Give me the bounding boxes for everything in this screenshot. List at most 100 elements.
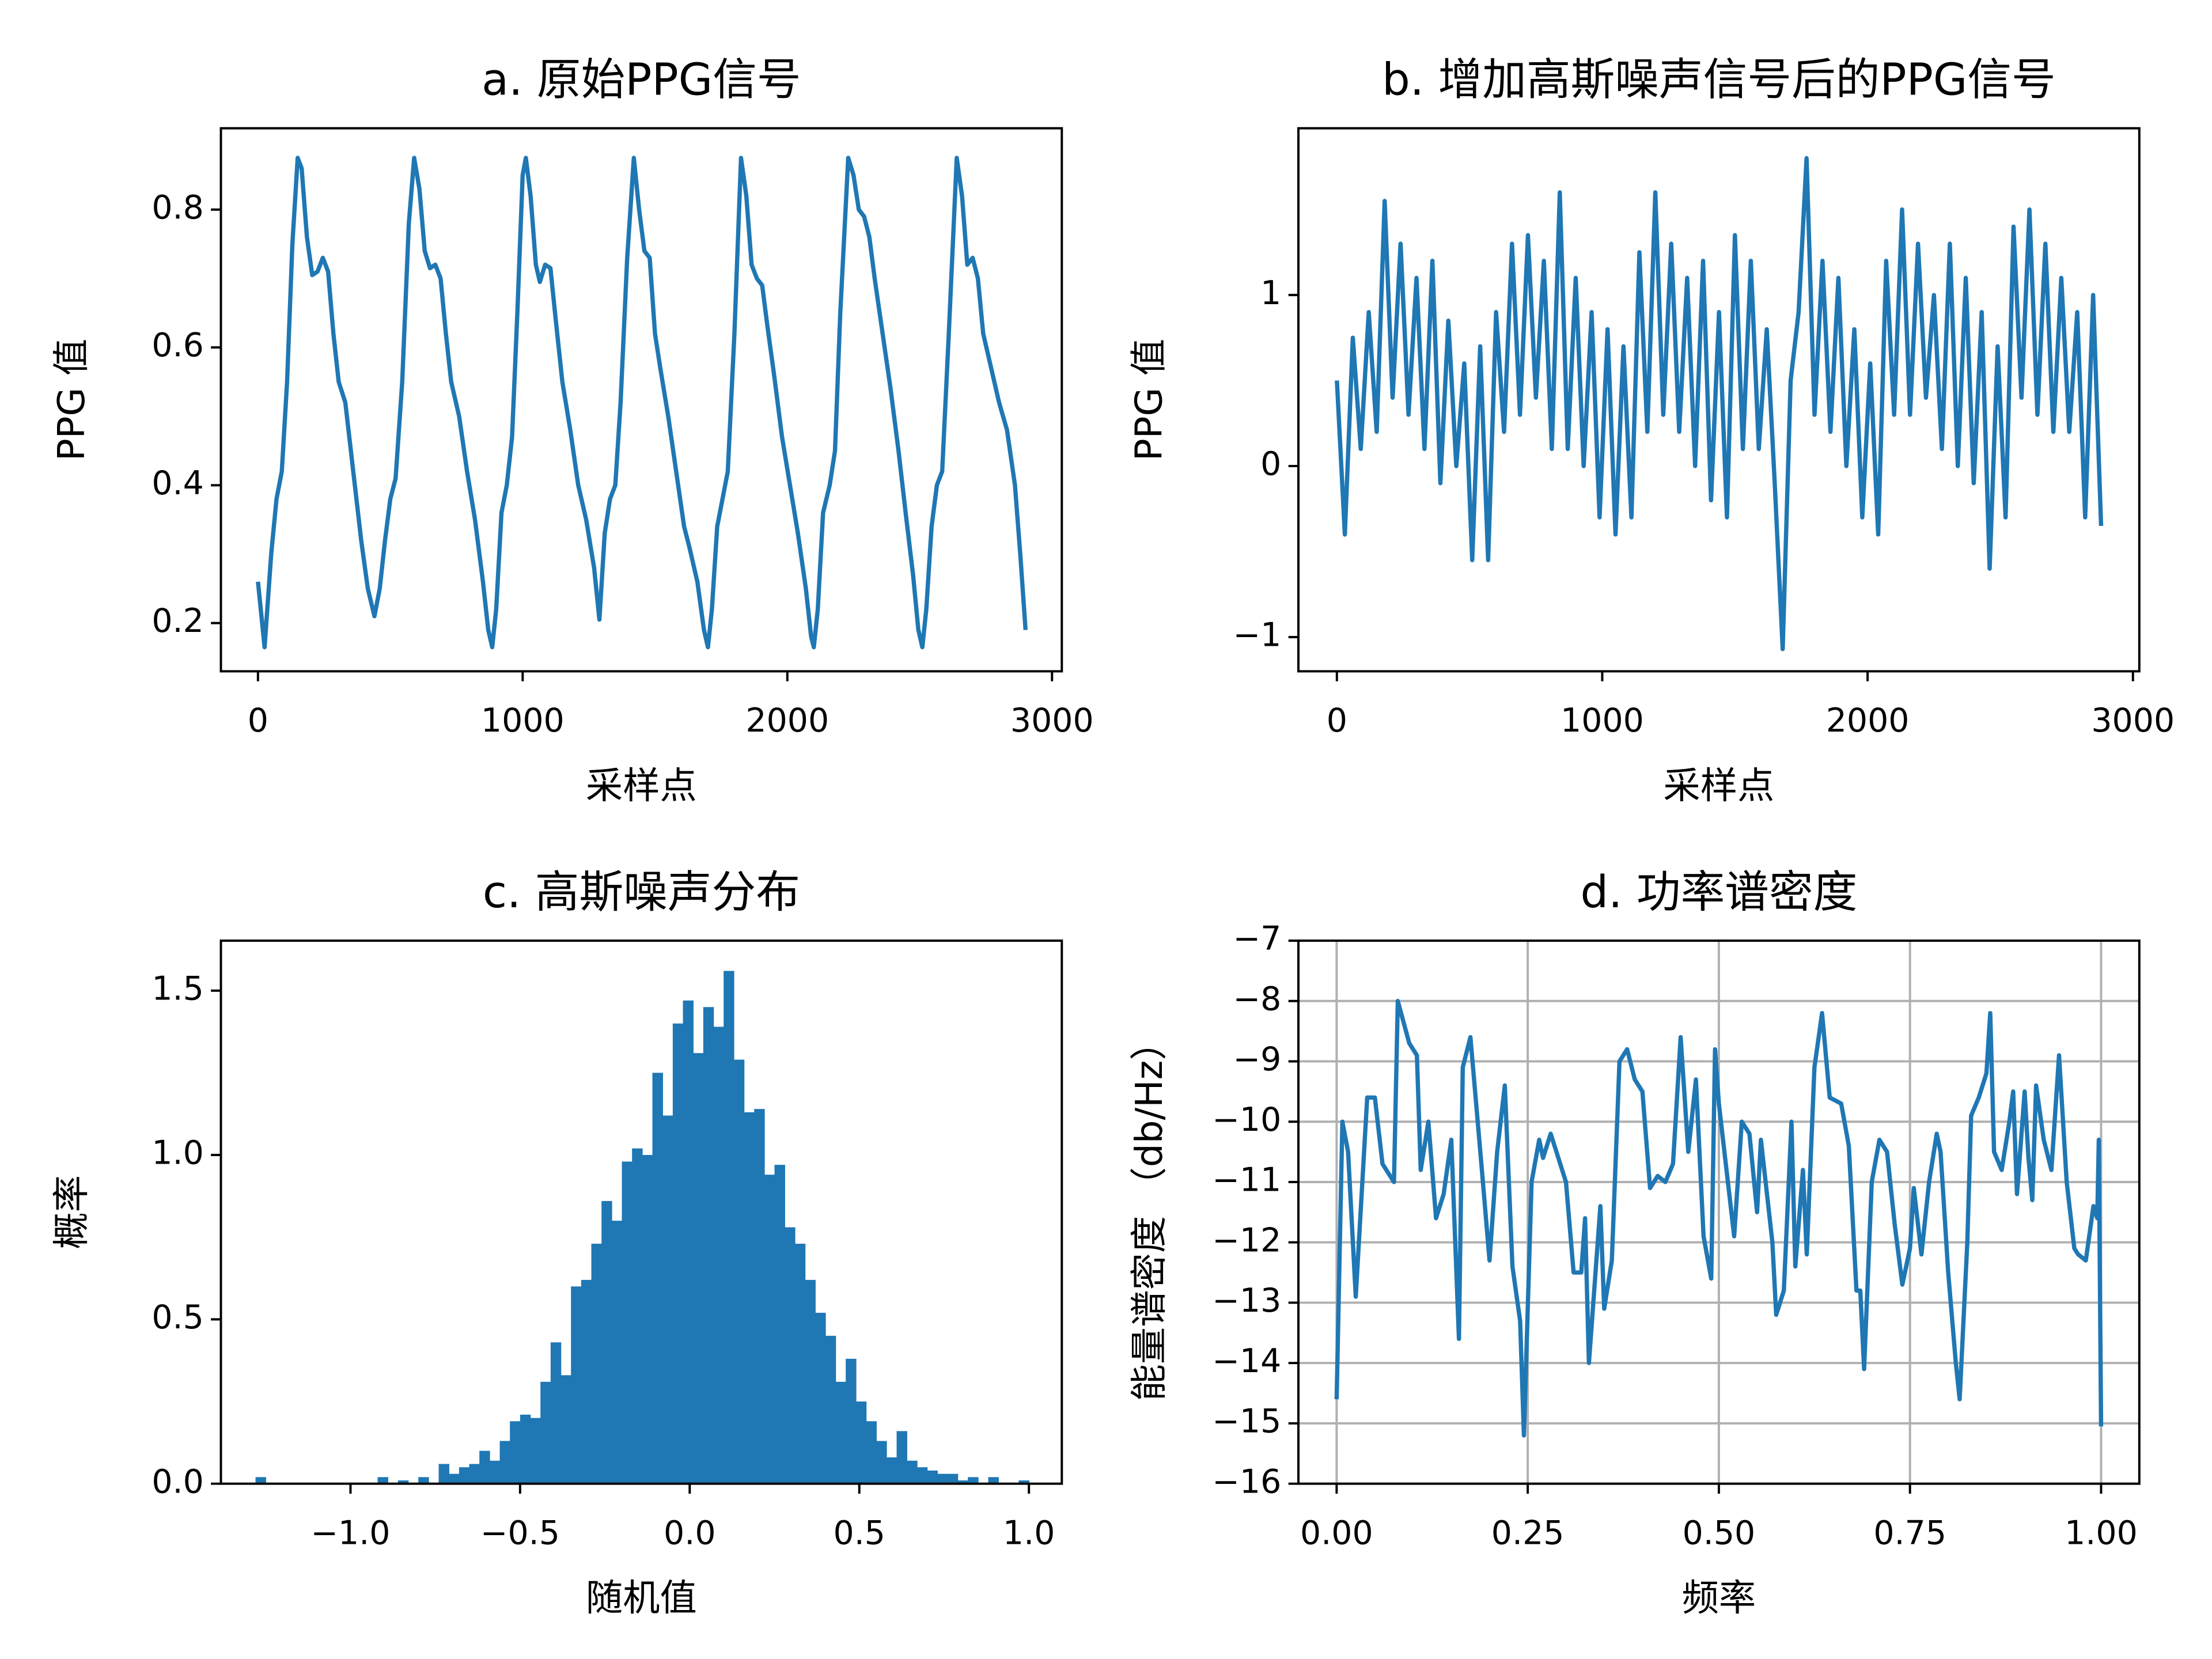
- histogram-bar: [927, 1470, 938, 1484]
- histogram-bar: [907, 1460, 918, 1484]
- histogram-bar: [815, 1312, 826, 1484]
- histogram-bar: [418, 1477, 429, 1484]
- histogram-bar: [397, 1480, 409, 1484]
- y-tick-label: 0.4: [151, 464, 203, 502]
- histogram-bar: [652, 1073, 663, 1484]
- histogram-bar: [693, 1053, 704, 1484]
- histogram-bar: [560, 1375, 571, 1484]
- y-axis-label: PPG 值: [50, 339, 93, 461]
- y-tick-label: 0.8: [151, 188, 203, 226]
- histogram-bar: [866, 1421, 877, 1484]
- histogram-bar: [632, 1148, 643, 1484]
- y-tick-label: −9: [1233, 1040, 1281, 1078]
- chart-title: d. 功率谱密度: [1580, 867, 1857, 918]
- histogram-bar: [672, 1023, 684, 1484]
- histogram-bar: [713, 1027, 724, 1484]
- y-axis-label: PPG 值: [1128, 339, 1171, 461]
- histogram-bar: [794, 1244, 806, 1484]
- histogram-bar: [622, 1161, 632, 1484]
- x-tick-label: 1000: [1560, 702, 1644, 740]
- histogram-bar: [683, 1000, 694, 1484]
- data-line: [1334, 999, 2104, 1438]
- x-tick-label: 0.5: [834, 1514, 885, 1552]
- histogram-bar: [459, 1467, 470, 1484]
- histogram-bar: [744, 1112, 755, 1484]
- histogram-bar: [754, 1109, 765, 1484]
- x-tick-label: 1.00: [2065, 1514, 2138, 1552]
- plot-frame: [1297, 127, 2141, 673]
- histogram-bar: [550, 1342, 562, 1484]
- y-tick-label: 0: [1260, 445, 1281, 483]
- histogram-bar: [377, 1477, 388, 1484]
- plot-frame: [219, 940, 1063, 1485]
- histogram-bar: [774, 1165, 785, 1484]
- histogram-bar: [601, 1200, 612, 1484]
- histogram-bar: [499, 1441, 510, 1484]
- x-tick-label: −1.0: [310, 1514, 390, 1552]
- histogram-bar: [662, 1115, 673, 1484]
- histogram-bar: [510, 1421, 521, 1484]
- y-tick-label: −1: [1233, 616, 1281, 654]
- histogram-bar: [530, 1418, 541, 1484]
- histogram-bar: [642, 1155, 653, 1484]
- histogram-bar: [469, 1464, 480, 1484]
- histogram-bar: [520, 1414, 531, 1484]
- histogram-bar: [540, 1381, 551, 1484]
- x-axis-label: 频率: [1682, 1577, 1756, 1620]
- histogram-bar: [947, 1474, 959, 1484]
- y-tick-label: −14: [1212, 1342, 1281, 1380]
- data-line: [256, 156, 1028, 650]
- histogram-bar: [449, 1474, 460, 1484]
- histogram-bar: [805, 1279, 816, 1484]
- x-tick-label: 0.25: [1491, 1514, 1565, 1552]
- y-tick-label: −15: [1212, 1403, 1281, 1441]
- y-tick-label: −10: [1212, 1101, 1281, 1139]
- x-tick-label: 1.0: [1003, 1514, 1055, 1552]
- x-tick-label: 1000: [481, 702, 565, 740]
- x-tick-label: 0.00: [1300, 1514, 1373, 1552]
- y-tick-label: −13: [1212, 1282, 1281, 1320]
- plot-frame: [219, 127, 1063, 673]
- y-tick-label: −11: [1212, 1161, 1281, 1199]
- histogram-bar: [957, 1480, 968, 1484]
- y-tick-label: −8: [1233, 980, 1281, 1018]
- chart-title: a. 原始PPG信号: [482, 54, 801, 105]
- histogram-bar: [835, 1381, 846, 1484]
- x-axis-label: 随机值: [586, 1577, 697, 1620]
- histogram-bar: [489, 1460, 501, 1484]
- y-tick-label: 0.6: [151, 327, 203, 365]
- histogram-bar: [724, 971, 734, 1484]
- histogram-bar: [438, 1464, 449, 1484]
- histogram-bar: [733, 1059, 745, 1484]
- histogram-bar: [571, 1286, 582, 1484]
- histogram-bar: [846, 1358, 857, 1484]
- data-line: [1335, 156, 2104, 652]
- histogram-bar: [896, 1431, 907, 1484]
- histogram-bar: [825, 1335, 836, 1484]
- x-tick-label: 0.50: [1683, 1514, 1756, 1552]
- x-tick-label: 0.75: [1873, 1514, 1946, 1552]
- x-axis-label: 采样点: [1663, 764, 1774, 808]
- histogram-bar: [703, 1007, 714, 1484]
- histogram-bar: [916, 1467, 928, 1484]
- histogram-bar: [764, 1175, 775, 1484]
- histogram-bar: [1018, 1480, 1029, 1484]
- histogram-bar: [968, 1477, 979, 1484]
- y-tick-label: 1.0: [151, 1134, 203, 1172]
- histogram-bar: [988, 1477, 999, 1484]
- histogram-bar: [479, 1450, 490, 1484]
- chart-title: c. 高斯噪声分布: [483, 867, 800, 918]
- y-tick-label: 0.2: [151, 602, 203, 640]
- histogram-bar: [855, 1402, 867, 1484]
- y-tick-label: 0.5: [151, 1298, 203, 1336]
- histogram-bar: [611, 1221, 623, 1484]
- x-tick-label: −0.5: [480, 1514, 560, 1552]
- histogram-bar: [886, 1457, 897, 1484]
- y-tick-label: 1.5: [151, 969, 203, 1007]
- x-tick-label: 3000: [2091, 702, 2175, 740]
- y-axis-label: 能量谱密度 （db/Hz）: [1128, 1023, 1171, 1401]
- histogram-bar: [255, 1477, 266, 1484]
- y-axis-label: 概率: [50, 1175, 93, 1249]
- y-tick-label: −16: [1212, 1463, 1281, 1501]
